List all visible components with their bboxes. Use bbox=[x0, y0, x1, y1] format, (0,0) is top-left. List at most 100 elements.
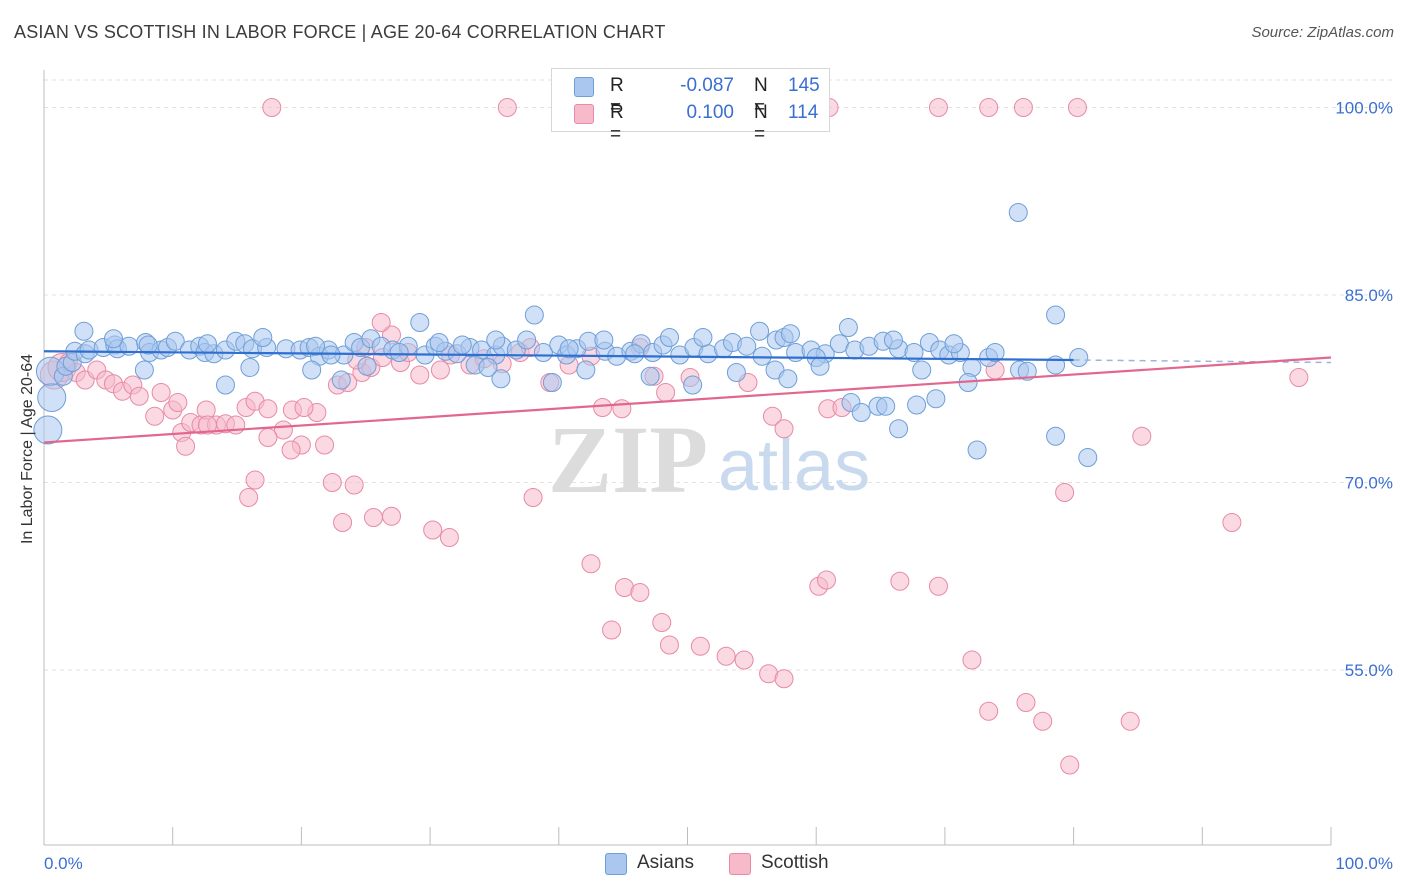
scottish-point bbox=[281, 440, 301, 460]
legend-n-value: 114 bbox=[788, 102, 819, 123]
scottish-point bbox=[816, 570, 836, 590]
watermark: ZIP atlas bbox=[548, 406, 870, 513]
scottish-swatch bbox=[729, 853, 751, 875]
asians-point bbox=[74, 321, 94, 341]
asians-point bbox=[778, 369, 798, 389]
asians-trend-line bbox=[43, 350, 1074, 362]
asians-point bbox=[810, 356, 830, 376]
scottish-point bbox=[962, 650, 982, 670]
asians-point bbox=[533, 343, 553, 362]
scottish-point bbox=[423, 520, 443, 540]
asians-point bbox=[1008, 203, 1028, 222]
asians-point bbox=[491, 369, 511, 389]
asians-point bbox=[1017, 361, 1037, 381]
y-tick-label: 100.0% bbox=[1335, 99, 1393, 118]
scottish-point bbox=[581, 554, 601, 574]
scottish-point bbox=[734, 650, 754, 670]
scottish-point bbox=[612, 399, 632, 419]
scottish-point bbox=[928, 576, 948, 596]
scottish-point bbox=[602, 620, 622, 640]
scottish-point bbox=[151, 383, 171, 402]
asians-point bbox=[452, 335, 472, 355]
asians-trend-extension bbox=[1073, 359, 1332, 364]
scottish-point bbox=[652, 613, 672, 632]
asians-point bbox=[389, 343, 409, 362]
asians-point bbox=[576, 360, 596, 380]
asians-point bbox=[683, 375, 703, 395]
asians-point bbox=[640, 366, 660, 386]
scottish-point bbox=[497, 98, 517, 117]
asians-point bbox=[302, 360, 322, 380]
scottish-point bbox=[410, 365, 430, 385]
asians-swatch bbox=[605, 853, 627, 875]
asians-point bbox=[478, 358, 498, 377]
trend-lines bbox=[43, 350, 1332, 444]
scottish-point bbox=[245, 470, 265, 490]
scottish-point bbox=[363, 508, 383, 527]
watermark-atlas: atlas bbox=[718, 426, 870, 506]
asians-point bbox=[726, 363, 746, 382]
x-tick-label: 0.0% bbox=[44, 854, 83, 873]
scottish-point bbox=[258, 399, 278, 419]
asians-point bbox=[37, 383, 67, 412]
scottish-point bbox=[1033, 711, 1053, 731]
scottish-point bbox=[659, 635, 679, 655]
bottom-legend-scottish-label: Scottish bbox=[761, 852, 829, 873]
legend-n-label: N = bbox=[754, 75, 768, 118]
bottom-legend-asians-label: Asians bbox=[637, 852, 695, 873]
scottish-point bbox=[1067, 98, 1087, 117]
asians-point bbox=[410, 313, 430, 332]
asians-point bbox=[750, 321, 770, 341]
legend-r-label: R = bbox=[610, 102, 624, 145]
asians-point bbox=[331, 370, 351, 390]
asians-point bbox=[693, 328, 713, 347]
asians-point bbox=[1046, 305, 1066, 325]
asians-point bbox=[33, 415, 63, 445]
scottish-point bbox=[262, 98, 282, 117]
scottish-point bbox=[656, 383, 676, 402]
asians-point bbox=[944, 334, 964, 354]
y-axis-label: In Labor Force | Age 20-64 bbox=[19, 353, 36, 545]
y-tick-label: 70.0% bbox=[1345, 474, 1393, 493]
scottish-point bbox=[333, 513, 353, 532]
scottish-swatch bbox=[574, 104, 594, 124]
asians-point bbox=[197, 334, 217, 354]
x-tick-label: 100.0% bbox=[1335, 854, 1393, 873]
asians-point bbox=[907, 395, 927, 415]
scottish-point bbox=[322, 473, 342, 492]
asians-point bbox=[486, 330, 506, 350]
asians-point bbox=[876, 396, 896, 416]
chart-title: ASIAN VS SCOTTISH IN LABOR FORCE | AGE 2… bbox=[14, 22, 666, 42]
asians-point bbox=[134, 360, 154, 380]
scottish-point bbox=[430, 360, 450, 380]
asians-point bbox=[967, 440, 987, 460]
scottish-point bbox=[1055, 483, 1075, 502]
asians-point bbox=[165, 331, 185, 351]
asians-point bbox=[737, 336, 757, 356]
scottish-point bbox=[1132, 426, 1152, 446]
asians-point bbox=[542, 373, 562, 392]
scottish-point bbox=[716, 646, 736, 666]
scottish-point bbox=[979, 98, 999, 117]
asians-point bbox=[780, 324, 800, 344]
legend-r-value: 0.100 bbox=[686, 102, 734, 123]
scottish-point bbox=[774, 419, 794, 439]
scottish-point bbox=[1016, 693, 1036, 712]
scottish-point bbox=[294, 398, 314, 417]
legend-n-label: N = bbox=[754, 102, 768, 145]
scottish-point bbox=[197, 415, 217, 435]
scottish-point bbox=[239, 488, 259, 507]
asians-point bbox=[1046, 426, 1066, 446]
asians-point bbox=[321, 345, 341, 365]
scottish-point bbox=[1013, 98, 1033, 117]
scottish-point bbox=[523, 488, 543, 507]
scottish-point bbox=[928, 98, 948, 117]
asians-point bbox=[912, 360, 932, 380]
legend: R = -0.087 N = 145 R = 0.100 N = 114 bbox=[551, 68, 830, 145]
scottish-point bbox=[1289, 368, 1309, 387]
scottish-point bbox=[593, 398, 613, 417]
y-tick-label: 85.0% bbox=[1345, 286, 1393, 305]
scottish-point bbox=[439, 528, 459, 547]
asians-point bbox=[838, 318, 858, 337]
asians-point bbox=[926, 389, 946, 409]
